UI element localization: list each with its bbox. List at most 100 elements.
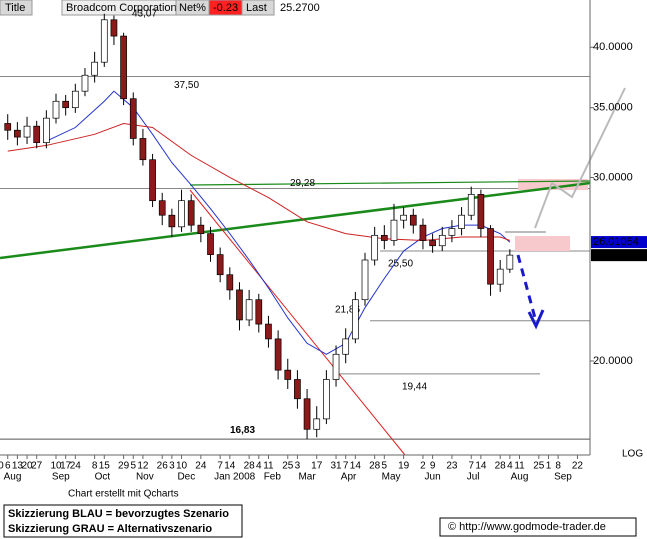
y-tick-label: 30.0000 <box>593 171 633 183</box>
candle <box>419 218 427 250</box>
x-tick-label: 5 <box>382 461 388 472</box>
header-net-value: -0.23 <box>213 2 238 14</box>
candle <box>129 92 137 146</box>
x-tick-label: 24 <box>195 461 207 472</box>
candle-body <box>467 194 475 216</box>
x-month-label: Jun <box>425 472 441 483</box>
candle-body <box>342 338 350 355</box>
candle <box>168 208 176 238</box>
candle <box>265 315 272 348</box>
candle-body <box>197 224 205 234</box>
candle-body <box>313 418 321 430</box>
x-month-label: Jan 2008 <box>214 472 256 483</box>
level-label: 19,44 <box>402 382 427 393</box>
candle-body <box>390 219 398 241</box>
level-label: 29,28 <box>290 178 315 189</box>
candle-body <box>168 214 176 228</box>
candle <box>371 226 379 266</box>
candle-body <box>361 259 369 301</box>
x-month-label: Dec <box>177 472 195 483</box>
level-label: 37,50 <box>174 80 199 91</box>
x-tick-label: 20 <box>21 461 33 472</box>
candle <box>110 15 118 45</box>
candle <box>100 13 108 67</box>
candle <box>245 289 253 327</box>
price-tag <box>591 249 647 262</box>
x-month-label: Apr <box>341 472 357 483</box>
price-tag-label: 25.2700 <box>593 249 633 261</box>
x-tick-label: 25 <box>282 461 294 472</box>
x-tick-label: 10 <box>50 461 62 472</box>
candle-body <box>226 274 234 291</box>
x-tick-label: 9 <box>430 461 436 472</box>
x-tick-label: 25 <box>533 461 545 472</box>
x-tick-label: 28 <box>369 461 381 472</box>
x-tick-label: 31 <box>330 461 342 472</box>
x-tick-label: 8 <box>555 461 561 472</box>
x-tick-label: 28 <box>244 461 256 472</box>
x-month-label: Sep <box>554 472 572 483</box>
candle-body <box>52 100 60 119</box>
levels <box>0 75 590 440</box>
x-tick-label: 1 <box>546 461 552 472</box>
candle-body <box>506 254 514 270</box>
candle-body <box>120 35 127 100</box>
header-net-label: Net% <box>179 2 206 14</box>
candle <box>120 32 127 106</box>
candle-body <box>352 299 359 340</box>
candle <box>458 207 465 236</box>
x-tick-label: 22 <box>572 461 584 472</box>
candle <box>23 116 31 145</box>
candle-body <box>4 123 12 131</box>
x-tick-label: 6 <box>5 461 11 472</box>
candle <box>62 94 70 116</box>
candle-body <box>380 234 388 241</box>
candle <box>14 122 21 146</box>
header-last-label: Last <box>246 2 267 14</box>
candle <box>43 110 50 149</box>
candle-body <box>487 228 494 285</box>
legend-text: Skizzierung GRAU = Alternativszenario <box>8 523 212 535</box>
candle <box>496 259 504 292</box>
candle-body <box>265 323 272 340</box>
candle-body <box>274 338 282 371</box>
candle-body <box>419 224 427 241</box>
candle <box>187 194 195 232</box>
x-tick-label: 17 <box>60 461 72 472</box>
x-tick-label: 7 <box>343 461 349 472</box>
candle <box>352 291 359 344</box>
level-label: 16,83 <box>230 425 255 436</box>
candle-body <box>158 200 166 216</box>
x-tick-label: 4 <box>256 461 262 472</box>
candle-body <box>294 379 301 400</box>
x-tick-label: 2 <box>420 461 426 472</box>
header-tab <box>0 0 33 16</box>
candle <box>409 208 417 234</box>
candle-body <box>371 234 379 261</box>
x-tick-label: 14 <box>224 461 236 472</box>
candle-body <box>496 268 504 285</box>
candle-body <box>14 129 21 138</box>
candle <box>52 93 60 124</box>
trend-line <box>189 189 406 456</box>
candle <box>158 192 166 226</box>
candle-body <box>245 299 253 321</box>
x-tick-label: 29 <box>118 461 130 472</box>
candle <box>71 83 79 113</box>
candle <box>467 186 475 221</box>
trend-line <box>0 181 591 260</box>
candle-body <box>110 19 118 37</box>
candle <box>400 207 407 229</box>
candle-body <box>71 90 79 109</box>
candle-body <box>91 61 98 76</box>
level-label: 21,86 <box>335 304 360 315</box>
credit: Chart erstellt mit Qcharts <box>68 489 179 500</box>
x-tick-label: 11 <box>263 461 274 472</box>
candle <box>390 203 398 246</box>
candle <box>139 128 147 166</box>
y-tick-label: 35.0000 <box>593 102 633 114</box>
candle <box>506 249 514 273</box>
candle-body <box>477 194 485 229</box>
